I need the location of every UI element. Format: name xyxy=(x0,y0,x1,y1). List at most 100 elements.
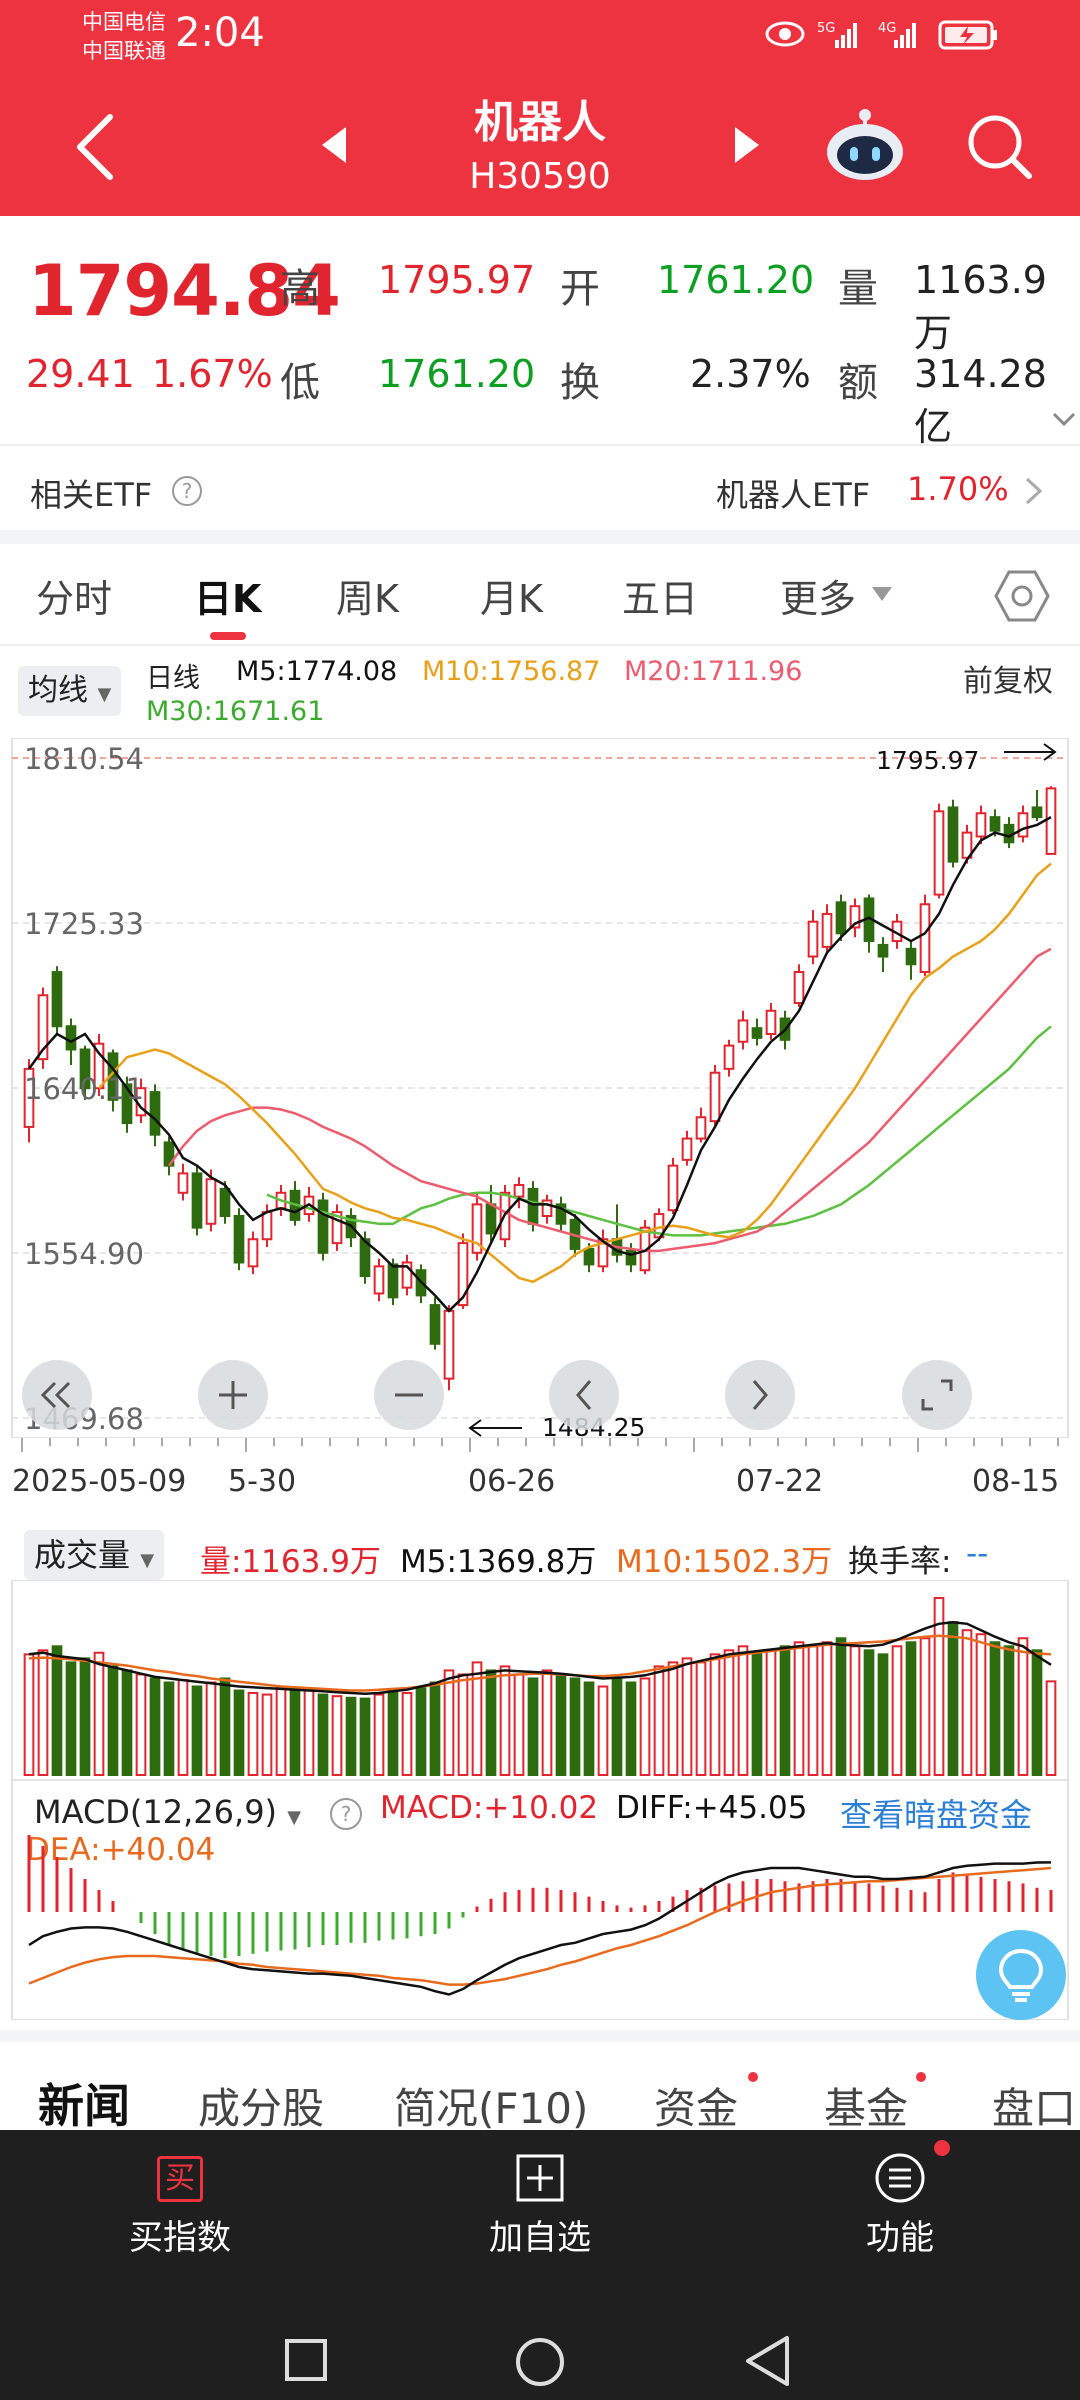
plus-icon xyxy=(219,1381,247,1409)
robot-assistant-icon[interactable] xyxy=(820,105,910,185)
candle xyxy=(807,910,819,965)
volume-selector[interactable]: 成交量 ▼ xyxy=(24,1530,165,1580)
scroll-right-button[interactable] xyxy=(725,1360,795,1430)
related-etf-row[interactable]: 相关ETF ? 机器人ETF 1.70% xyxy=(0,446,1080,530)
svg-text:?: ? xyxy=(182,479,193,503)
candle xyxy=(975,805,987,845)
home-icon[interactable] xyxy=(514,2336,566,2388)
tab-constituents[interactable]: 成分股 xyxy=(198,2084,325,2133)
candle xyxy=(597,1229,609,1273)
volume-bar xyxy=(345,1696,357,1776)
open-value: 1761.20 xyxy=(657,258,815,302)
tab-news[interactable]: 新闻 xyxy=(38,2079,130,2133)
ma10-legend: M10:1756.87 xyxy=(422,656,601,687)
scroll-start-button[interactable] xyxy=(22,1360,92,1430)
zoom-in-button[interactable] xyxy=(198,1360,268,1430)
search-icon[interactable] xyxy=(965,112,1035,182)
date-label-4: 07-22 xyxy=(736,1464,824,1499)
divider xyxy=(0,644,1080,646)
volume-bar xyxy=(625,1681,637,1776)
svg-text:?: ? xyxy=(341,1802,352,1826)
help-icon[interactable]: ? xyxy=(328,1796,364,1832)
tab-weekly-k[interactable]: 周K xyxy=(336,577,399,621)
tab-five-day[interactable]: 五日 xyxy=(622,577,699,621)
fullscreen-button[interactable] xyxy=(902,1360,972,1430)
volume-bar xyxy=(177,1679,189,1776)
tab-order-book[interactable]: 盘口 xyxy=(992,2084,1077,2133)
signal1-icon xyxy=(835,23,857,48)
function-menu-button[interactable]: 功能 xyxy=(840,2130,960,2260)
macd-chart[interactable] xyxy=(0,1780,1080,2020)
tab-intraday[interactable]: 分时 xyxy=(36,577,113,621)
candle xyxy=(695,1107,707,1143)
tab-more[interactable]: 更多 xyxy=(780,577,857,621)
back-nav-icon[interactable] xyxy=(742,2334,792,2388)
ma-selector-label: 均线 xyxy=(28,673,88,708)
volume-bar xyxy=(569,1677,581,1776)
related-etf-label: 相关ETF xyxy=(30,476,153,514)
dark-pool-link[interactable]: 查看暗盘资金 xyxy=(840,1796,1033,1834)
turnover-rate-label: 换手率: xyxy=(848,1544,952,1580)
candle xyxy=(821,904,833,953)
signal2-icon xyxy=(894,23,916,48)
tab-active-indicator xyxy=(210,632,246,640)
volume-bar xyxy=(415,1687,427,1776)
ma-selector[interactable]: 均线 ▼ xyxy=(18,666,122,716)
macd-value: MACD:+10.02 xyxy=(380,1790,599,1826)
battery-icon xyxy=(938,20,997,50)
candle xyxy=(93,1033,105,1096)
help-icon[interactable]: ? xyxy=(170,474,204,508)
volume-bar xyxy=(779,1645,791,1776)
candle xyxy=(877,937,889,973)
tab-profile-f10[interactable]: 简况(F10) xyxy=(394,2084,589,2133)
buy-index-button[interactable]: 买 买指数 xyxy=(120,2130,240,2260)
volume-bar xyxy=(933,1597,945,1777)
volume-bar xyxy=(135,1673,147,1776)
macd-selector[interactable]: MACD(12,26,9) ▼ xyxy=(24,1787,312,1837)
volume-chart[interactable] xyxy=(0,1580,1080,1780)
volume-bar xyxy=(597,1685,609,1776)
candle xyxy=(373,1258,385,1302)
add-watchlist-button[interactable]: 加自选 xyxy=(480,2130,600,2260)
back-icon[interactable] xyxy=(70,112,120,182)
ma-lines-layer xyxy=(27,816,1052,1313)
next-stock-icon[interactable] xyxy=(733,125,763,165)
expand-quote-icon[interactable] xyxy=(1052,412,1076,428)
candle xyxy=(177,1163,189,1201)
volume-bar xyxy=(555,1673,567,1776)
volume-bar xyxy=(1031,1649,1043,1776)
chevron-left-icon xyxy=(576,1380,592,1410)
volume-bar xyxy=(317,1693,329,1776)
date-label-2: 5-30 xyxy=(226,1464,297,1499)
tab-fund[interactable]: 基金 xyxy=(824,2084,909,2133)
volume-selector-label: 成交量 xyxy=(34,1536,131,1574)
high-value: 1795.97 xyxy=(378,258,536,302)
candle xyxy=(765,1003,777,1040)
zoom-out-button[interactable] xyxy=(374,1360,444,1430)
volume-bar xyxy=(807,1645,819,1776)
volume-bar xyxy=(261,1693,273,1776)
tips-button[interactable] xyxy=(976,1930,1066,2020)
scroll-left-button[interactable] xyxy=(549,1360,619,1430)
chart-settings-icon[interactable] xyxy=(994,568,1050,624)
candle xyxy=(51,966,63,1034)
chevron-right-icon xyxy=(1025,477,1043,505)
recent-apps-icon[interactable] xyxy=(284,2338,328,2382)
diff-value: DIFF:+45.05 xyxy=(616,1790,808,1826)
prev-stock-icon[interactable] xyxy=(318,125,348,165)
diff-line xyxy=(28,1861,1052,1996)
volume-bar xyxy=(359,1697,371,1776)
minus-icon xyxy=(395,1393,423,1397)
adjust-mode[interactable]: 前复权 xyxy=(963,664,1053,699)
tab-monthly-k[interactable]: 月K xyxy=(480,577,543,621)
tab-daily-k[interactable]: 日K xyxy=(194,577,262,621)
candle xyxy=(233,1208,245,1271)
tab-funds-flow[interactable]: 资金 xyxy=(654,2084,739,2133)
volume-bar xyxy=(331,1695,343,1776)
candle xyxy=(121,1076,133,1133)
max-price-label: 1795.97 xyxy=(876,746,979,775)
candle xyxy=(471,1192,483,1261)
macd-lines xyxy=(28,1861,1052,1996)
candle xyxy=(737,1010,749,1050)
